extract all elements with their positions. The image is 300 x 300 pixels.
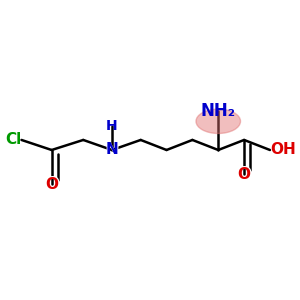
Text: O: O	[236, 165, 252, 183]
Ellipse shape	[196, 109, 241, 134]
Text: Cl: Cl	[5, 132, 22, 147]
Text: O: O	[45, 177, 58, 192]
Text: N: N	[106, 142, 118, 158]
Text: H: H	[105, 117, 119, 135]
Text: N: N	[104, 141, 119, 159]
Text: O: O	[238, 167, 250, 182]
Text: OH: OH	[270, 142, 296, 158]
Text: H: H	[106, 118, 118, 133]
Text: O: O	[44, 176, 59, 194]
Text: NH₂: NH₂	[201, 102, 236, 120]
